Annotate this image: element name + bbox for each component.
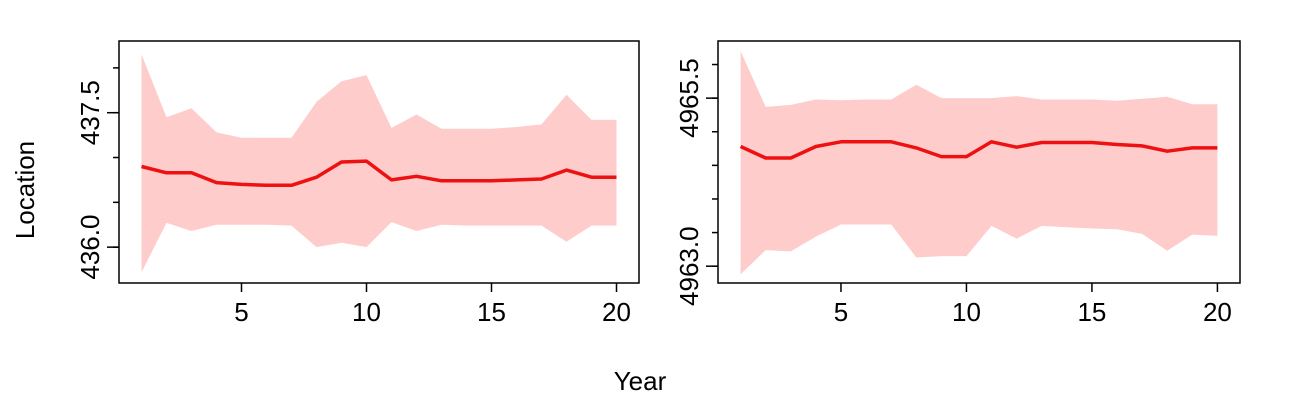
y-axis-title: Location [10,141,40,239]
confidence-band [141,54,617,273]
x-tick-label: 15 [1077,297,1106,327]
plot-frame [118,40,640,284]
panel-1: 5 10 15 20 436.0 437.5 [75,40,640,327]
x-tick-label: 10 [952,297,981,327]
x-tick-label: 5 [834,297,848,327]
x-tick-label: 5 [234,297,248,327]
x-tick-label: 20 [1203,297,1232,327]
x-axis-title: Year [614,366,667,396]
panel-2: 5 10 15 20 4963.0 4965.5 [674,40,1241,327]
y-tick-label: 4963.0 [674,226,704,306]
series-line [739,140,1218,160]
y-tick-label: 436.0 [75,215,105,280]
x-tick-label: 10 [352,297,381,327]
confidence-band [740,51,1218,275]
series-line [141,159,617,188]
y-tick-label: 437.5 [75,80,105,145]
x-tick-label: 20 [602,297,631,327]
plot-frame [717,40,1241,284]
y-tick-label: 4965.5 [674,58,704,138]
x-tick-label: 15 [477,297,506,327]
